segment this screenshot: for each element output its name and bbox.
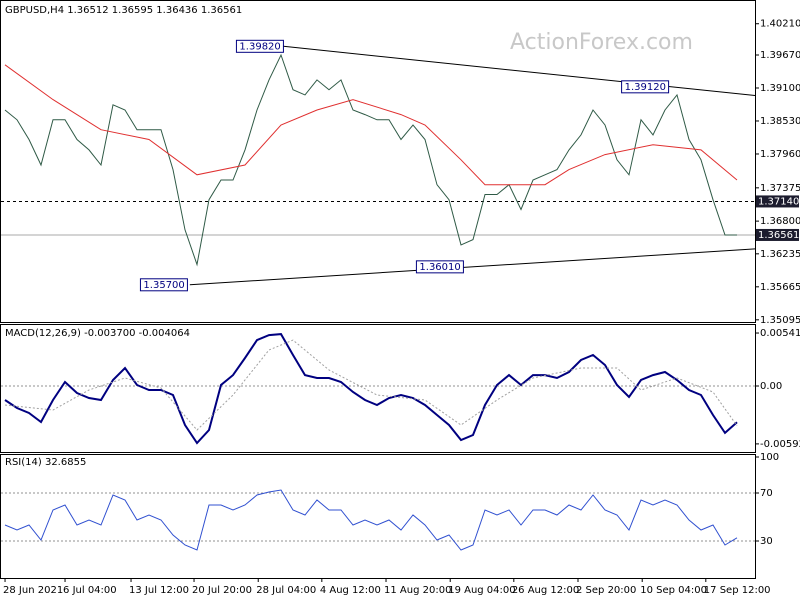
y-tick-label: 1.36235 bbox=[760, 249, 800, 260]
annotation-box bbox=[621, 80, 670, 94]
annotation-box bbox=[235, 39, 284, 53]
y-tick-label: 1.39100 bbox=[760, 83, 800, 94]
y-tick-label: 1.40210 bbox=[760, 19, 800, 30]
x-tick-label: 10 Sep 04:00 bbox=[640, 585, 707, 596]
series-line bbox=[4, 489, 738, 551]
price-pane bbox=[0, 0, 756, 323]
current-price-box bbox=[756, 228, 799, 241]
series-line bbox=[4, 64, 738, 186]
annotation-label: 1.39120 bbox=[625, 82, 666, 93]
pane-title: RSI(14) 32.6855 bbox=[5, 457, 86, 468]
y-tick-label: 1.39670 bbox=[760, 50, 800, 61]
series-line bbox=[4, 333, 738, 445]
y-tick-label: 1.37375 bbox=[760, 183, 800, 194]
level-label-box bbox=[756, 195, 799, 208]
annotation-box bbox=[139, 278, 188, 292]
current-price-label: 1.36561 bbox=[758, 230, 799, 241]
y-tick-label: 1.36800 bbox=[760, 216, 800, 227]
x-tick-label: 28 Jul 04:00 bbox=[256, 585, 316, 596]
x-tick-label: 6 Jul 04:00 bbox=[63, 585, 117, 596]
y-tick-label: 0.005419 bbox=[760, 328, 800, 339]
x-tick-label: 4 Aug 12:00 bbox=[320, 585, 381, 596]
y-tick-label: 1.37960 bbox=[760, 149, 800, 160]
x-tick-label: 26 Aug 12:00 bbox=[512, 585, 579, 596]
y-tick-label: 70 bbox=[760, 488, 773, 499]
y-tick-label: 1.35665 bbox=[760, 282, 800, 293]
x-tick-label: 2 Sep 20:00 bbox=[576, 585, 636, 596]
level-label: 1.37140 bbox=[758, 196, 799, 207]
y-tick-label: 100 bbox=[760, 452, 779, 463]
pane-title: GBPUSD,H4 1.36512 1.36595 1.36436 1.3656… bbox=[5, 5, 242, 16]
x-tick-label: 20 Jul 20:00 bbox=[192, 585, 252, 596]
x-tick-label: 17 Sep 12:00 bbox=[704, 585, 771, 596]
x-tick-label: 19 Aug 04:00 bbox=[448, 585, 515, 596]
watermark: ActionForex.com bbox=[510, 30, 693, 55]
annotation-label: 1.36010 bbox=[419, 262, 460, 273]
pane-title: MACD(12,26,9) -0.003700 -0.004064 bbox=[5, 328, 190, 339]
series-line bbox=[4, 53, 737, 267]
macd-pane bbox=[0, 324, 756, 453]
annotation-label: 1.35700 bbox=[143, 280, 184, 291]
y-tick-label: -0.005921 bbox=[760, 439, 800, 450]
series-line bbox=[4, 339, 738, 431]
rsi-pane bbox=[0, 454, 756, 579]
x-tick-label: 11 Aug 20:00 bbox=[384, 585, 451, 596]
y-tick-label: 1.38530 bbox=[760, 116, 800, 127]
x-tick-label: 28 Jun 2021 bbox=[3, 585, 63, 596]
y-tick-label: 0.00 bbox=[760, 381, 782, 392]
trendline bbox=[189, 248, 756, 286]
trendline bbox=[283, 45, 756, 97]
y-tick-label: 1.35095 bbox=[760, 315, 800, 326]
x-tick-label: 13 Jul 12:00 bbox=[129, 585, 189, 596]
y-tick-label: 30 bbox=[760, 536, 773, 547]
annotation-label: 1.39820 bbox=[239, 41, 280, 52]
annotation-box bbox=[415, 260, 464, 274]
